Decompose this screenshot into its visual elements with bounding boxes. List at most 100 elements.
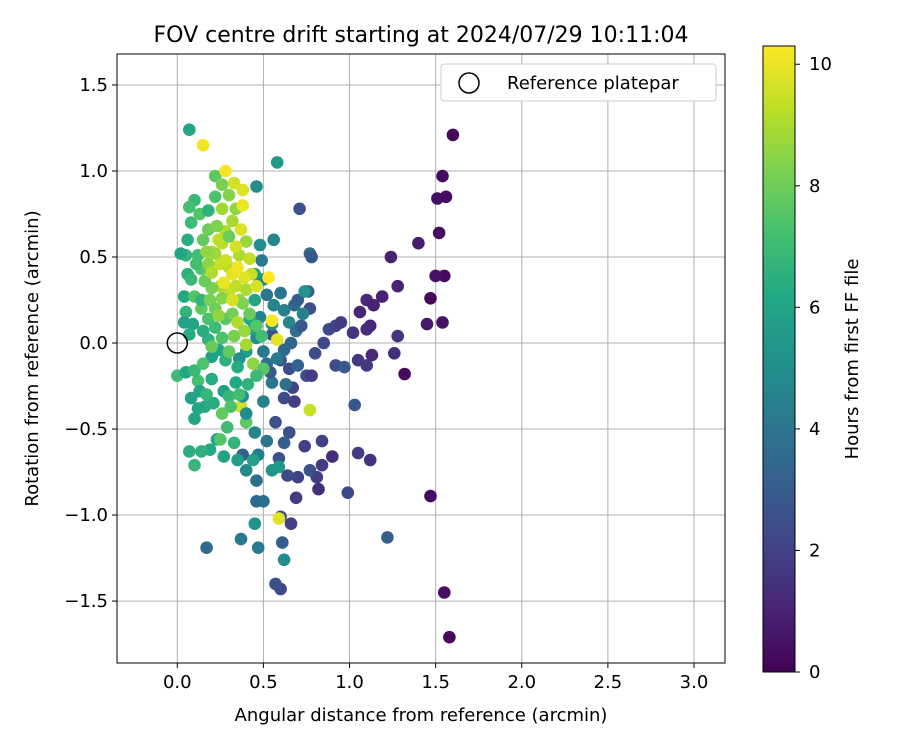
x-axis-label: Angular distance from reference (arcmin): [235, 705, 608, 726]
scatter-point: [177, 290, 191, 303]
scatter-point: [227, 176, 241, 190]
scatter-point: [267, 298, 281, 312]
scatter-point: [208, 321, 222, 334]
scatter-point: [181, 233, 194, 247]
scatter-point: [303, 403, 317, 417]
legend-box: [440, 63, 717, 102]
scatter-point: [424, 292, 437, 305]
scatter-point: [200, 541, 213, 554]
scatter-point: [184, 273, 198, 286]
scatter-point: [191, 374, 205, 388]
y-tick-label: 0.5: [79, 247, 108, 268]
scatter-point: [367, 298, 380, 312]
scatter-point: [188, 458, 201, 472]
scatter-point: [260, 288, 274, 302]
scatter-point: [250, 369, 263, 383]
y-tick-label: 1.0: [79, 161, 108, 182]
scatter-point: [229, 240, 243, 253]
scatter-point: [239, 338, 253, 352]
scatter-point: [436, 169, 449, 183]
y-tick-label: 0.0: [79, 333, 108, 354]
scatter-point: [255, 329, 268, 343]
x-tick-label: 2.0: [507, 672, 536, 693]
scatter-point: [219, 254, 232, 267]
scatter-point: [229, 279, 243, 293]
scatter-point: [234, 532, 248, 546]
scatter-point: [360, 359, 374, 372]
scatter-point: [196, 324, 210, 338]
scatter-point: [424, 489, 437, 503]
scatter-point: [334, 316, 348, 329]
scatter-point: [179, 305, 193, 319]
scatter-point: [205, 350, 218, 364]
scatter-point: [262, 271, 275, 284]
scatter-point: [257, 345, 270, 358]
scatter-point: [276, 536, 289, 549]
scatter-point: [251, 541, 265, 554]
scatter-point: [222, 345, 236, 358]
scatter-point: [233, 388, 246, 401]
scatter-point: [246, 357, 260, 371]
scatter-point: [188, 364, 201, 377]
scatter-point: [277, 304, 291, 317]
scatter-point: [381, 531, 394, 544]
scatter-point: [446, 128, 460, 142]
scatter-point: [438, 586, 451, 599]
scatter-point: [360, 323, 374, 336]
scatter-point: [308, 347, 322, 360]
scatter-point: [239, 283, 253, 297]
scatter-point: [250, 319, 263, 333]
scatter-point: [265, 376, 279, 389]
scatter-point: [205, 340, 218, 353]
scatter-point: [222, 230, 236, 243]
scatter-point: [267, 233, 281, 247]
scatter-point: [260, 434, 274, 448]
scatter-point: [246, 453, 260, 467]
y-tick-label: −0.5: [64, 419, 108, 440]
scatter-point: [348, 398, 362, 412]
scatter-point: [200, 388, 213, 401]
scatter-point: [439, 190, 453, 204]
scatter-point: [338, 360, 351, 374]
scatter-point: [238, 271, 251, 284]
scatter-point: [438, 269, 451, 283]
legend: Reference platepar: [440, 63, 717, 102]
scatter-point: [298, 439, 312, 453]
scatter-point: [272, 460, 286, 474]
scatter-point: [212, 309, 225, 322]
scatter-point: [270, 156, 284, 169]
scatter-point: [250, 279, 263, 293]
scatter-point: [243, 252, 256, 265]
scatter-point: [326, 450, 339, 463]
scatter-point: [351, 446, 365, 460]
scatter-point: [229, 376, 243, 389]
scatter-point: [365, 348, 379, 362]
scatter-point: [317, 336, 331, 350]
colorbar-tick-label: 8: [809, 176, 820, 197]
scatter-point: [265, 314, 279, 328]
scatter-point: [236, 297, 249, 310]
scatter-point: [315, 434, 329, 448]
scatter-point: [391, 329, 405, 343]
x-tick-label: 2.5: [594, 672, 623, 693]
scatter-point: [303, 464, 317, 477]
scatter-point: [288, 395, 301, 408]
scatter-point: [202, 312, 215, 326]
scatter-point: [269, 415, 282, 429]
scatter-point: [250, 180, 263, 193]
scatter-point: [215, 178, 229, 191]
scatter-point: [315, 458, 329, 472]
scatter-point: [296, 307, 310, 321]
scatter-point: [238, 324, 251, 338]
scatter-point: [291, 293, 305, 307]
scatter-point: [226, 214, 239, 228]
y-tick-label: 1.5: [79, 75, 108, 96]
scatter-point: [215, 202, 229, 216]
scatter-point: [384, 250, 398, 264]
scatter-point: [282, 316, 296, 329]
scatter-point: [353, 305, 367, 319]
data-points: [171, 123, 460, 644]
scatter-point: [269, 577, 282, 591]
y-tick-label: −1.0: [64, 505, 108, 526]
x-tick-label: 0.0: [163, 672, 192, 693]
